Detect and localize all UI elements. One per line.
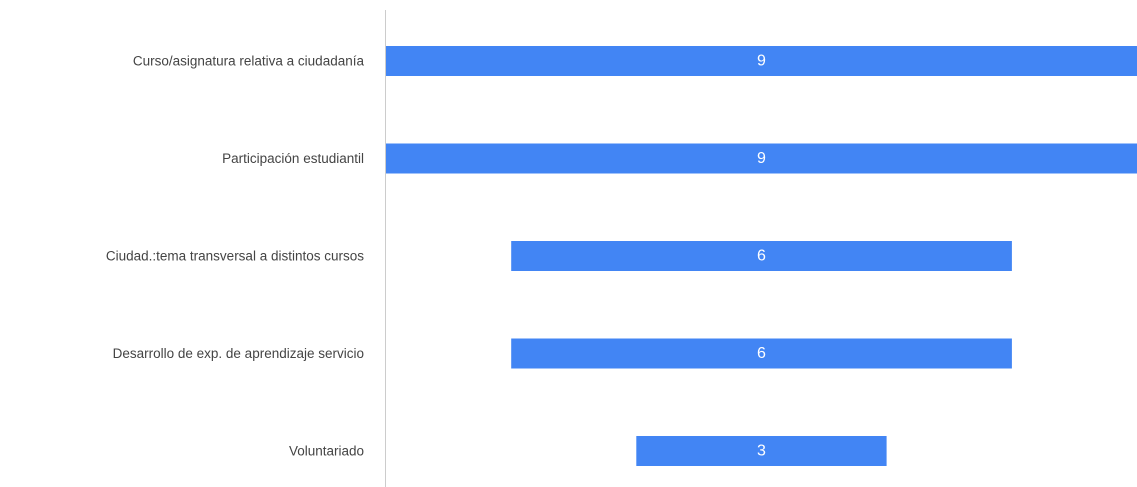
- bar-value-label-4: 6: [757, 345, 766, 362]
- category-label-3: Ciudad.:tema transversal a distintos cur…: [106, 249, 364, 264]
- category-label-5: Voluntariado: [289, 444, 364, 459]
- category-label-4: Desarrollo de exp. de aprendizaje servic…: [113, 346, 364, 361]
- bar-value-label-1: 9: [757, 53, 766, 70]
- category-label-2: Participación estudiantil: [222, 151, 364, 166]
- category-label-1: Curso/asignatura relativa a ciudadanía: [133, 54, 365, 69]
- bar-value-label-3: 6: [757, 248, 766, 265]
- bar-value-label-2: 9: [757, 150, 766, 167]
- bars-layer: 9 Curso/asignatura relativa a ciudadanía 9…: [106, 46, 1137, 466]
- bar-value-label-5: 3: [757, 443, 766, 460]
